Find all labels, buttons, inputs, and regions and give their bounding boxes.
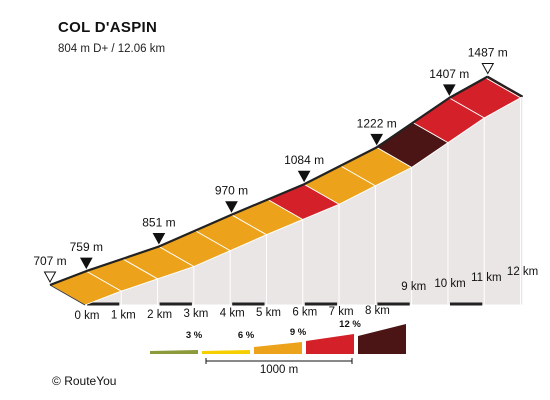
elevation-marker-label: 1084 m <box>284 153 324 167</box>
gradient-legend: 3 % 6 % 9 % 12 % 1000 m <box>150 319 406 376</box>
elevation-marker-label: 759 m <box>70 240 103 254</box>
elevation-marker-label: 707 m <box>33 254 66 268</box>
legend-threshold: 3 % <box>186 330 203 341</box>
profile-ridge-line <box>49 75 489 287</box>
chart-subtitle: 804 m D+ / 12.06 km <box>58 43 166 55</box>
x-tick-label: 4 km <box>220 308 245 320</box>
elevation-marker-label: 1222 m <box>357 116 397 130</box>
legend-threshold: 6 % <box>238 330 255 341</box>
x-tick-label: 9 km <box>401 281 426 293</box>
legend-threshold: 9 % <box>290 327 307 338</box>
profile-end-edge <box>487 75 524 98</box>
elevation-marker-triangle <box>481 63 495 75</box>
elevation-marker-triangle <box>43 271 57 284</box>
legend-swatch <box>202 350 250 354</box>
wall-panel <box>302 203 340 306</box>
profile-front-edge <box>49 75 524 306</box>
elevation-marker-label: 970 m <box>215 184 248 198</box>
legend-swatch <box>306 334 354 354</box>
x-tick-label: 5 km <box>256 307 281 319</box>
elevation-marker-triangle <box>225 201 238 213</box>
x-tick-label: 10 km <box>434 278 465 290</box>
x-tick-label: 12 km <box>507 266 538 278</box>
copyright-symbol: © <box>52 374 61 388</box>
elevation-markers: 707 m 759 m 851 m 970 m 1084 m 1222 m 1407 m 14… <box>33 46 508 284</box>
elevation-marker-triangle <box>152 233 166 245</box>
credit-line: © RouteYou <box>52 374 116 388</box>
legend-threshold: 12 % <box>339 319 361 330</box>
elevation-marker-label: 851 m <box>142 216 175 230</box>
elevation-marker-label: 1407 m <box>429 67 469 81</box>
x-tick-label: 7 km <box>329 306 354 318</box>
x-tick-label: 6 km <box>292 306 317 318</box>
legend-swatch <box>254 342 302 354</box>
x-tick-label: 0 km <box>75 310 100 322</box>
x-axis-tick-labels: 0 km 1 km 2 km 3 km 4 km 5 km 6 km 7 km 8 km 9 km… <box>75 266 539 322</box>
elevation-marker-triangle <box>442 84 456 96</box>
legend-scale-label: 1000 m <box>260 364 298 376</box>
x-tick-label: 1 km <box>111 309 136 321</box>
chart-title: COL D'ASPIN <box>58 19 158 36</box>
elevation-marker-triangle <box>370 133 384 146</box>
x-tick-label: 2 km <box>147 309 172 321</box>
elevation-marker-triangle <box>79 257 93 270</box>
legend-swatch <box>358 324 406 354</box>
x-tick-label: 3 km <box>183 308 208 320</box>
legend-swatch <box>150 350 198 354</box>
credit-name: RouteYou <box>64 374 117 388</box>
x-tick-label: 8 km <box>365 305 390 317</box>
x-tick-label: 11 km <box>471 272 501 284</box>
elevation-marker-label: 1487 m <box>468 46 508 60</box>
profile-start-face <box>49 284 86 306</box>
elevation-marker-triangle <box>297 170 311 183</box>
wall-panel <box>338 185 376 306</box>
